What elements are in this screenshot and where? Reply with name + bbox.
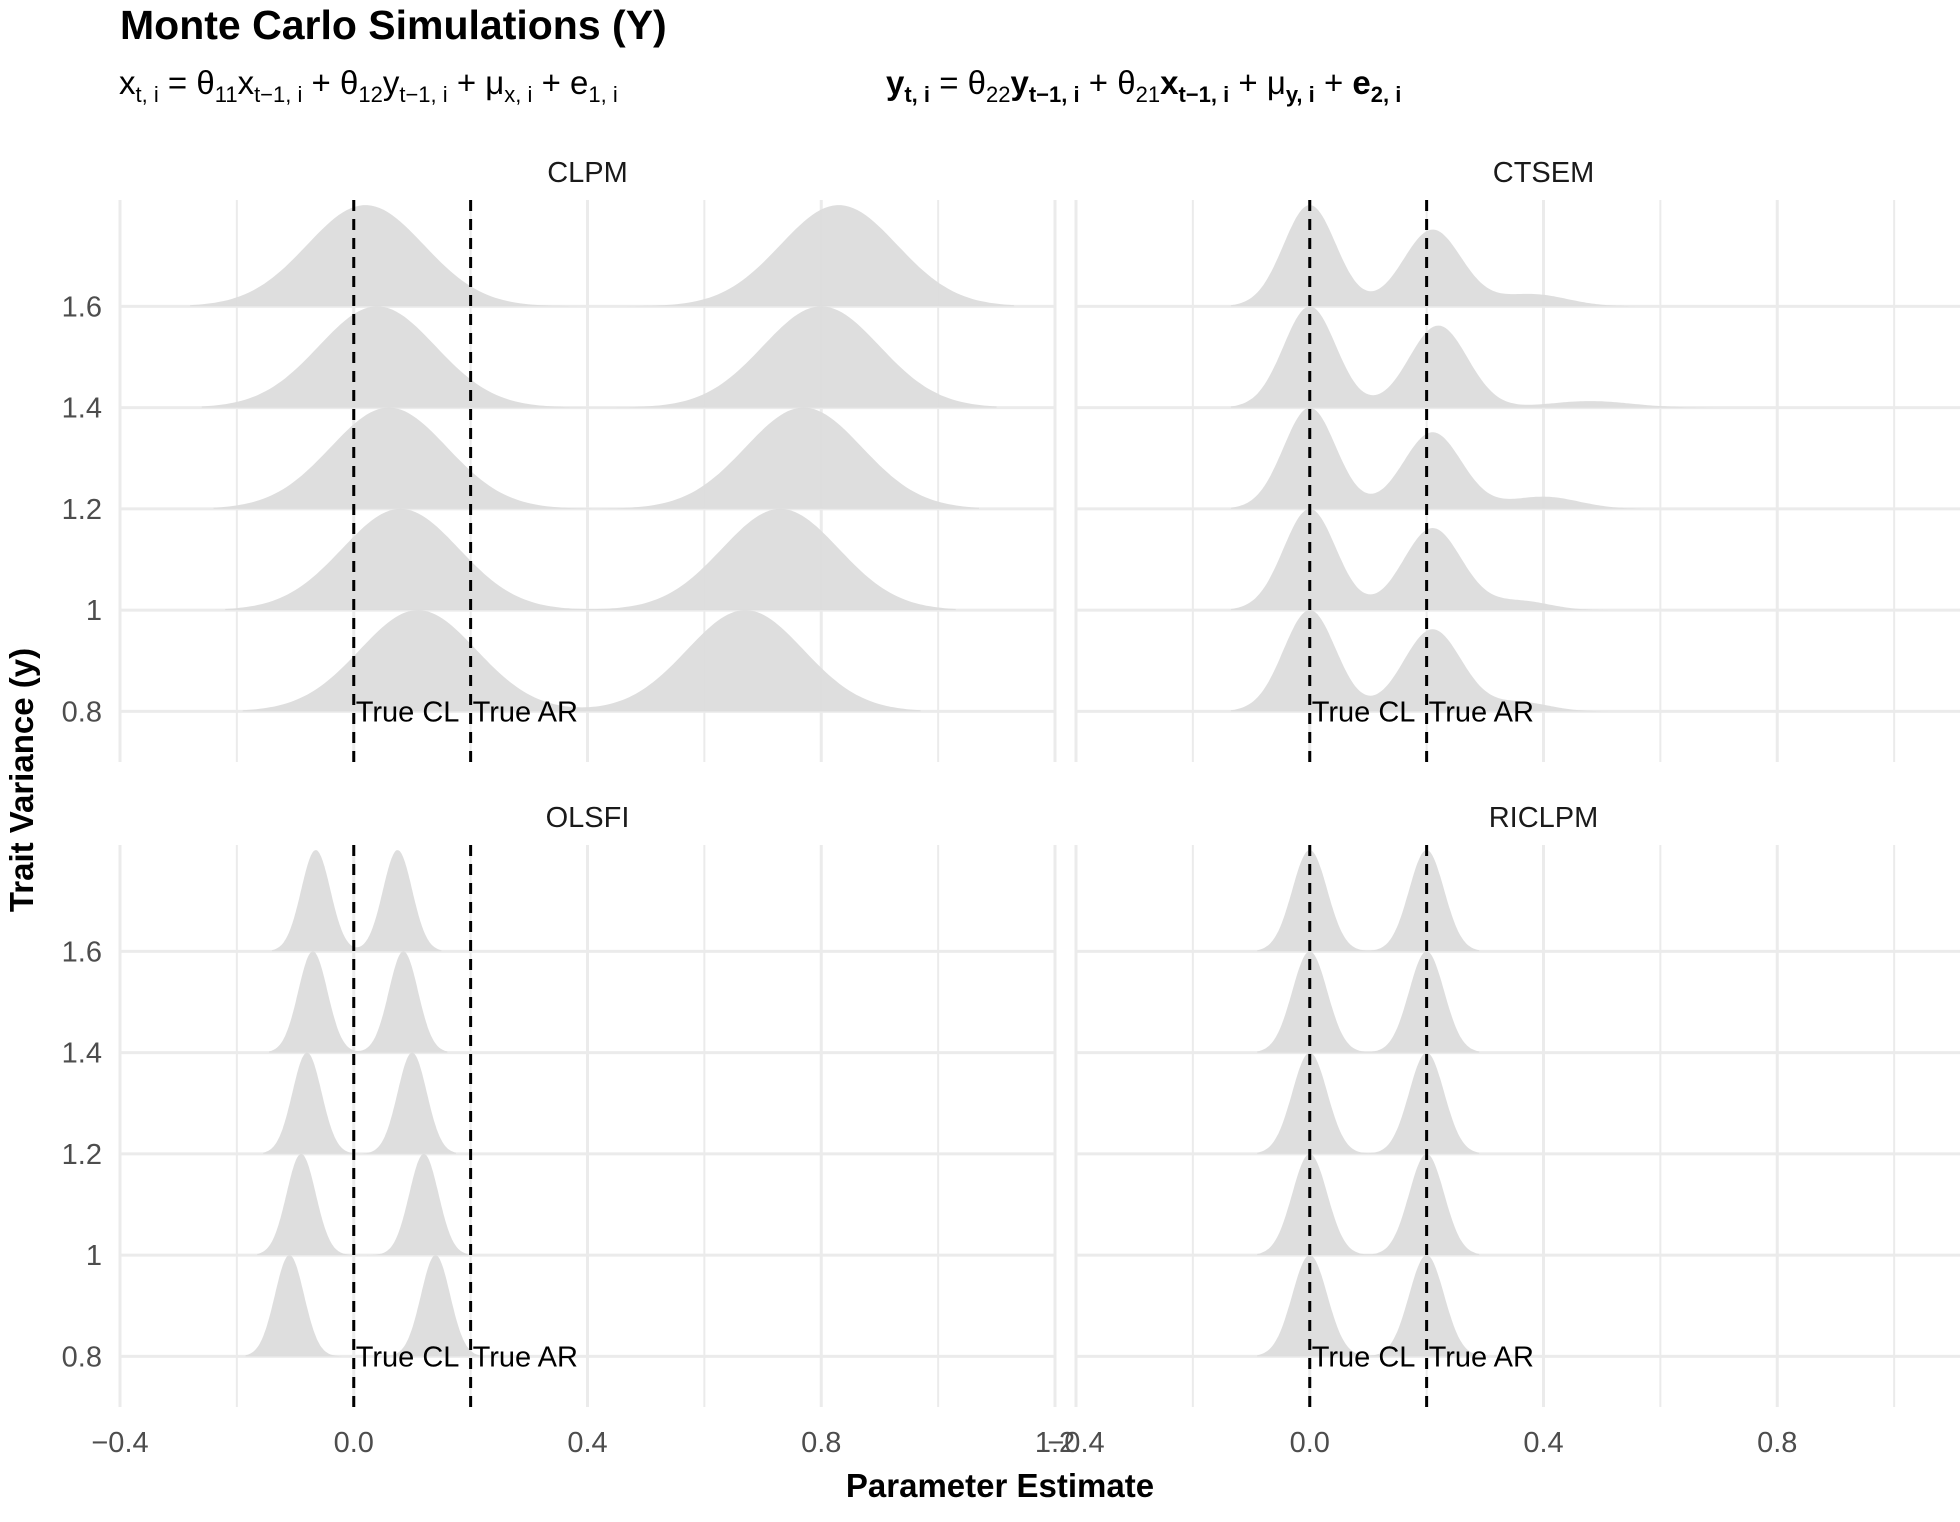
ridge-density [1257, 1052, 1480, 1154]
y-tick-label: 1.2 [62, 494, 102, 526]
reference-line-label: True AR [473, 696, 578, 728]
ridge-density [1257, 951, 1480, 1053]
panel-title: OLSFI [546, 802, 630, 834]
reference-line-label: True AR [1429, 1341, 1534, 1373]
chart-title: Monte Carlo Simulations (Y) [120, 2, 667, 48]
y-tick-label: 1.4 [62, 393, 102, 425]
x-tick-label: 0.0 [334, 1427, 374, 1459]
ridge-density [263, 1052, 456, 1154]
panel-title: CLPM [547, 157, 628, 189]
ridge-density [1230, 610, 1608, 712]
x-axis-title: Parameter Estimate [846, 1467, 1154, 1504]
x-tick-label: 0.8 [801, 1427, 841, 1459]
ridge-density [201, 306, 997, 408]
ridge-density [269, 951, 448, 1053]
ridge-density [1257, 850, 1480, 952]
y-tick-label: 1.6 [62, 291, 102, 323]
ridge-density [257, 1153, 468, 1256]
x-tick-label: 0.8 [1757, 1427, 1797, 1459]
ridge-density [1257, 1153, 1480, 1256]
ridge-density [242, 610, 921, 712]
panel-clpm: CLPM True CL True AR 0.8 1 1.2 1.4 1.6 [62, 157, 1057, 762]
x-tick-label: 0.0 [1290, 1427, 1330, 1459]
y-tick-label: 1 [86, 1240, 102, 1272]
y-tick-label: 0.8 [62, 1341, 102, 1373]
ridge-density [1230, 508, 1608, 611]
panel-title: RICLPM [1489, 802, 1599, 834]
ridge-density [271, 850, 442, 952]
ridge-density [225, 508, 956, 611]
panel-title: CTSEM [1493, 157, 1595, 189]
y-tick-label: 1.2 [62, 1139, 102, 1171]
panel-ctsem: CTSEM True CL True AR [1074, 157, 1960, 762]
y-tick-label: 1 [86, 595, 102, 627]
equation-x: xt, i = θ11xt−1, i + θ12yt−1, i + μx, i … [119, 64, 618, 107]
reference-line-label: True CL [1312, 696, 1416, 728]
ridge-density [190, 205, 1015, 307]
x-tick-label: −0.4 [1047, 1427, 1104, 1459]
y-tick-label: 1.6 [62, 936, 102, 968]
panel-olsfi: OLSFI True CL True AR 0.8 1 1.2 1.4 1.6 −0.4 0.0 0… [62, 802, 1075, 1459]
y-tick-label: 0.8 [62, 696, 102, 728]
reference-line-label: True CL [356, 1341, 460, 1373]
x-tick-label: 0.4 [567, 1427, 607, 1459]
x-tick-label: 0.4 [1523, 1427, 1563, 1459]
reference-line-label: True AR [1429, 696, 1534, 728]
ridge-density [1257, 1255, 1480, 1357]
ridge-density [1230, 306, 1713, 408]
equation-y: yt, i = θ22yt−1, i + θ21xt−1, i + μy, i … [886, 64, 1402, 107]
reference-line-label: True CL [1312, 1341, 1416, 1373]
ridge-density [1230, 407, 1649, 509]
ridge-density [1230, 205, 1637, 307]
y-tick-label: 1.4 [62, 1038, 102, 1070]
reference-line-label: True CL [356, 696, 460, 728]
ridge-density [213, 407, 979, 509]
y-axis-title: Trait Variance (y) [3, 648, 40, 912]
ridge-density [245, 1255, 480, 1357]
reference-line-label: True AR [473, 1341, 578, 1373]
x-tick-label: 1.2 [1035, 1427, 1075, 1459]
x-tick-label: −0.4 [91, 1427, 148, 1459]
